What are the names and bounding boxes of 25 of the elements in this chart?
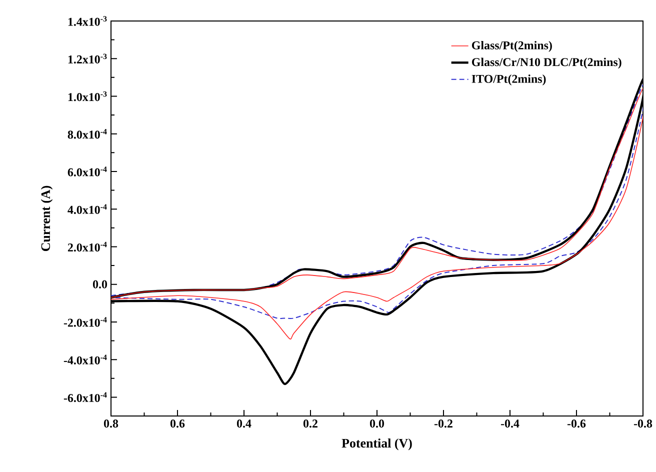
legend-label: Glass/Cr/N10 DLC/Pt(2mins) — [472, 58, 622, 69]
y-tick-label: -4.0x10$^{-4}$ — [64, 354, 107, 364]
x-tick-label: 0.4 — [236, 420, 252, 428]
y-tick-label: -6.0x10$^{-4}$ — [64, 392, 107, 402]
x-tick-label: -0.6 — [567, 420, 586, 428]
y-tick-label: 0.0 — [92, 280, 108, 288]
legend-label: Glass/Pt(2mins) — [472, 40, 552, 52]
y-tick-label: 6.0x10$^{-4}$ — [68, 166, 107, 176]
x-tick-label: 0.8 — [104, 420, 118, 428]
y-tick-label: 8.0x10$^{-4}$ — [68, 128, 107, 139]
x-tick-label: 0.0 — [370, 420, 384, 428]
x-tick-label: -0.8 — [634, 420, 652, 428]
y-tick-label: 1.0x10$^{-3}$ — [68, 91, 107, 102]
y-tick-label: 1.4x10$^{-3}$ — [68, 16, 107, 26]
legend-label: ITO/Pt(2mins) — [472, 74, 546, 86]
x-tick-label: 0.2 — [303, 420, 318, 428]
y-axis-title: Current (A) — [40, 186, 53, 252]
x-tick-label: -0.4 — [500, 420, 520, 428]
y-tick-label: 1.2x10$^{-3}$ — [68, 54, 107, 64]
y-tick-label: 4.0x10$^{-4}$ — [68, 204, 107, 214]
y-tick-label: -2.0x10$^{-4}$ — [64, 317, 107, 327]
x-tick-label: -0.2 — [434, 420, 452, 428]
x-tick-label: 0.6 — [170, 420, 185, 428]
x-axis-title: Potential (V) — [342, 438, 412, 450]
y-tick-label: 2.0x10$^{-4}$ — [68, 242, 107, 252]
